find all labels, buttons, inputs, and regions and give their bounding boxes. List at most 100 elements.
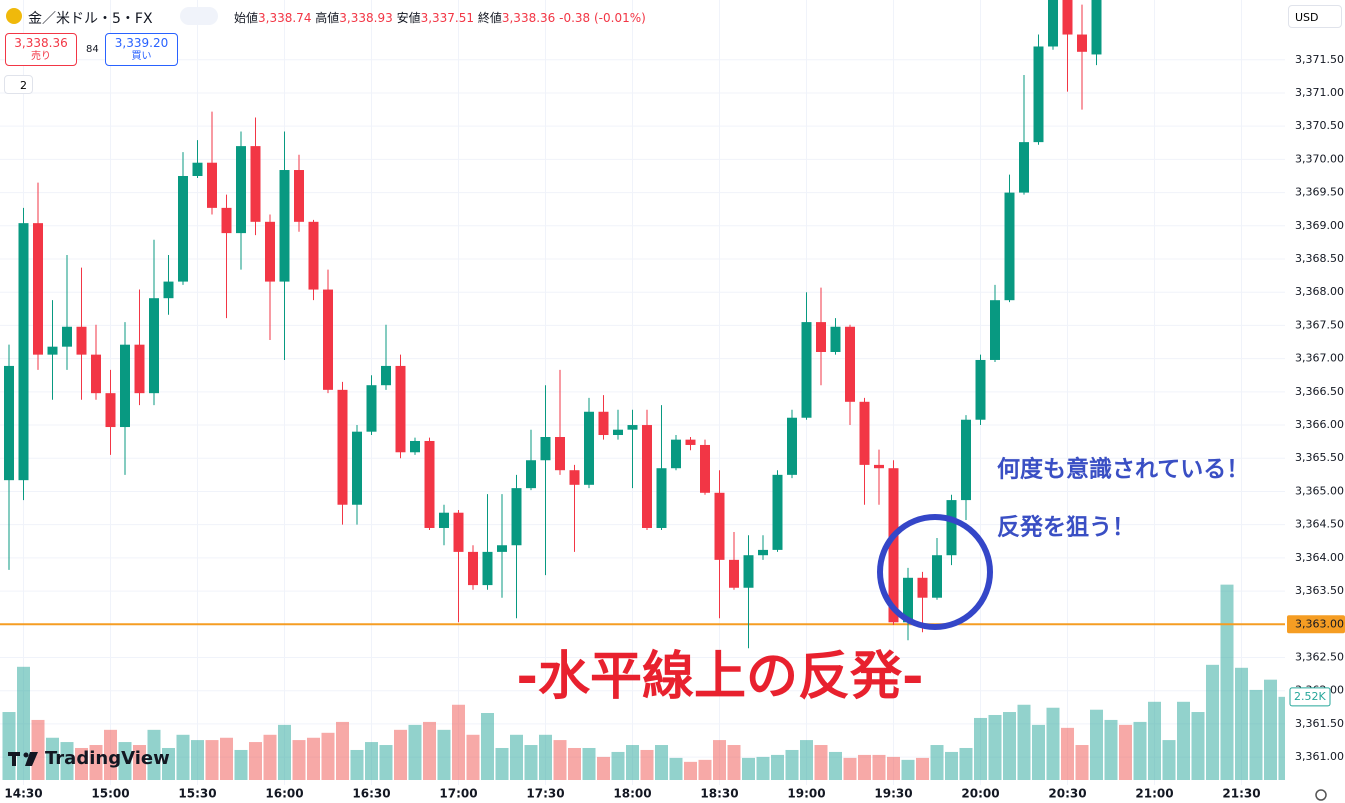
buy-price: 3,339.20 (114, 36, 169, 50)
candle-body (888, 468, 899, 623)
candle-body (526, 460, 536, 489)
volume-bar (698, 759, 712, 780)
volume-bar (89, 745, 103, 780)
change: -0.38 (-0.01%) (559, 11, 646, 25)
y-tick-label: 3,366.00 (1295, 418, 1344, 431)
indicators-toggle[interactable]: 2 (4, 75, 33, 94)
logo: TradingView (8, 748, 170, 769)
volume-bar (278, 724, 291, 780)
candle-body (178, 175, 188, 282)
y-tick-label: 3,370.50 (1295, 119, 1344, 132)
candle-body (163, 281, 174, 299)
volume-bar (234, 749, 248, 780)
volume-bar (524, 745, 538, 780)
sell-label: 売り (31, 51, 51, 62)
volume-bar (539, 734, 552, 780)
candle-body (395, 365, 406, 453)
ohlc-label: 高値 (315, 11, 340, 25)
ohlc-value: 3,338.74 (258, 11, 312, 25)
volume-bar (1162, 740, 1176, 780)
candle-body (903, 577, 913, 623)
volume-bar (742, 757, 755, 780)
volume-bar (118, 742, 132, 780)
y-tick-label: 3,371.00 (1295, 86, 1344, 99)
volume-bar (365, 742, 378, 780)
currency-select[interactable]: USD (1288, 5, 1342, 28)
candle-body (18, 223, 29, 481)
x-tick-label: 19:00 (787, 787, 825, 801)
volume-bar (1046, 707, 1060, 780)
candle-body (540, 436, 551, 461)
volume-bar (437, 729, 451, 780)
spread: 84 (86, 44, 99, 55)
candle-body (352, 431, 362, 505)
price-label: 3,363.00 (1295, 617, 1344, 630)
volume-bar (916, 757, 929, 780)
buy-button[interactable]: 3,339.20 買い (105, 33, 178, 66)
candle-body (192, 162, 203, 176)
symbol[interactable]: 金／米ドル・5・FX (28, 11, 153, 27)
volume-bar (452, 704, 465, 780)
y-tick-label: 3,362.50 (1295, 650, 1344, 663)
volume-bar (814, 745, 828, 780)
x-tick-label: 16:00 (265, 787, 303, 801)
volume-bar (800, 740, 813, 780)
x-tick-label: 16:30 (352, 787, 390, 801)
price-axis (1285, 0, 1345, 803)
x-tick-label: 15:00 (91, 787, 129, 801)
volume-bar (626, 745, 639, 780)
volume-bar (901, 759, 915, 780)
symbol-icon (6, 8, 22, 24)
price-label-bg (1287, 615, 1345, 634)
candle-body (975, 359, 986, 420)
sell-button[interactable]: 3,338.36 売り (5, 33, 77, 66)
ohlc-label: 終値 (477, 11, 502, 25)
candle-body (381, 365, 391, 386)
candle-body (1033, 46, 1044, 143)
candle-body (62, 326, 72, 347)
candle-body (598, 411, 609, 436)
volume-bar (1032, 724, 1045, 780)
y-tick-label: 3,365.50 (1295, 451, 1344, 464)
volume-bar (945, 751, 958, 780)
y-tick-label: 3,367.00 (1295, 352, 1344, 365)
y-tick-label: 3,369.00 (1295, 219, 1344, 232)
candle-body (990, 300, 1000, 360)
x-tick-label: 18:00 (613, 787, 651, 801)
volume-bar (1206, 664, 1219, 780)
toggle[interactable] (180, 7, 218, 25)
indicator-count: 2 (20, 79, 27, 92)
volume-bar (1075, 745, 1089, 780)
candle-body (134, 344, 145, 394)
candle-body (250, 146, 261, 222)
volume-bar (1249, 689, 1263, 780)
volume-bar (104, 729, 117, 780)
volume-bar (771, 754, 784, 780)
volume-bar (1177, 701, 1190, 780)
y-tick-label: 3,368.50 (1295, 252, 1344, 265)
volume-bar (974, 717, 987, 780)
candle-body (511, 488, 522, 546)
volume-bar (1119, 724, 1132, 780)
volume-bar (133, 745, 146, 780)
volume-bar (1220, 584, 1234, 780)
y-tick-label: 3,361.50 (1295, 717, 1344, 730)
volume-bar (640, 749, 654, 780)
candle-body (497, 545, 507, 552)
x-tick-label: 19:30 (874, 787, 912, 801)
time-axis (0, 785, 1345, 803)
volume-bar (887, 756, 900, 780)
candle-body (685, 439, 696, 445)
candle-body (729, 559, 739, 588)
volume-bar (1191, 712, 1205, 780)
volume-bar (176, 734, 190, 780)
y-tick-label: 3,367.50 (1295, 318, 1344, 331)
settings-icon[interactable] (1315, 789, 1327, 801)
volume-bar (785, 749, 799, 780)
volume-bar (713, 740, 726, 780)
annotation: 何度も意識されている！ (997, 456, 1249, 483)
volume-bar (307, 737, 320, 780)
candle-body (613, 429, 623, 436)
